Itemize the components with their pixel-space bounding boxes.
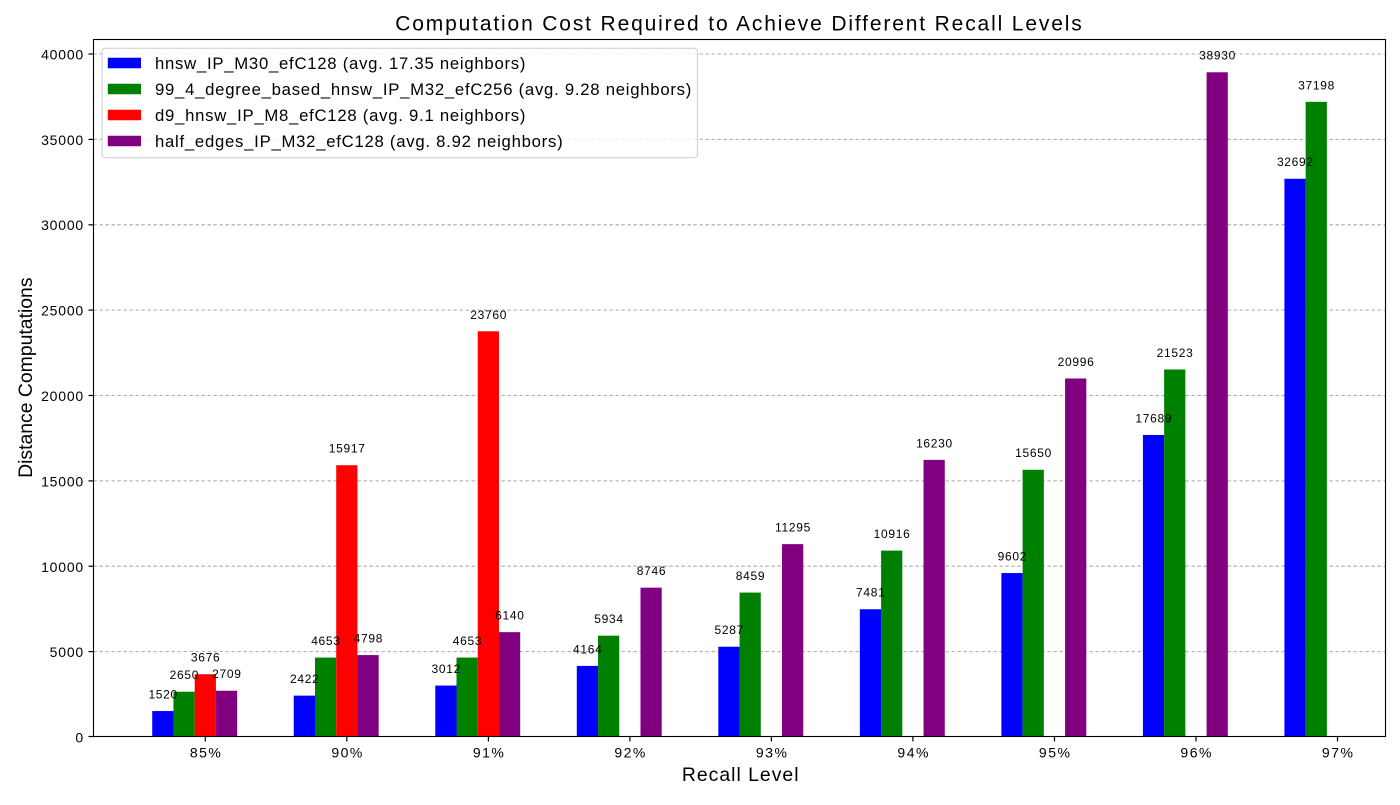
svg-text:16230: 16230	[916, 436, 953, 450]
svg-text:6140: 6140	[495, 609, 525, 623]
svg-text:half_edges_IP_M32_efC128 (avg.: half_edges_IP_M32_efC128 (avg. 8.92 neig…	[155, 132, 563, 151]
svg-text:Distance Computations: Distance Computations	[15, 277, 37, 477]
svg-text:5287: 5287	[715, 623, 745, 637]
svg-text:0: 0	[75, 730, 84, 746]
svg-text:10916: 10916	[874, 527, 911, 541]
svg-text:Recall Level: Recall Level	[682, 764, 800, 786]
svg-text:4653: 4653	[311, 634, 341, 648]
svg-text:15650: 15650	[1015, 446, 1052, 460]
svg-text:20000: 20000	[41, 388, 84, 404]
svg-text:40000: 40000	[41, 47, 84, 63]
svg-text:4653: 4653	[453, 634, 483, 648]
svg-text:15000: 15000	[41, 473, 84, 489]
svg-text:85%: 85%	[190, 744, 223, 760]
svg-text:20996: 20996	[1058, 355, 1095, 369]
svg-text:95%: 95%	[1039, 744, 1072, 760]
svg-text:97%: 97%	[1322, 744, 1355, 760]
svg-text:10000: 10000	[41, 559, 84, 575]
svg-text:17689: 17689	[1135, 411, 1172, 425]
svg-text:23760: 23760	[470, 308, 507, 322]
svg-text:Computation Cost Required to A: Computation Cost Required to Achieve Dif…	[395, 12, 1083, 35]
svg-text:7481: 7481	[856, 586, 886, 600]
svg-text:15917: 15917	[329, 442, 366, 456]
svg-text:35000: 35000	[41, 132, 84, 148]
svg-text:25000: 25000	[41, 303, 84, 319]
svg-text:11295: 11295	[775, 521, 811, 535]
svg-text:2422: 2422	[290, 672, 320, 686]
svg-text:4164: 4164	[573, 642, 603, 656]
svg-text:2709: 2709	[212, 667, 242, 681]
svg-text:2650: 2650	[170, 668, 200, 682]
svg-text:1520: 1520	[148, 688, 178, 702]
svg-text:99_4_degree_based_hnsw_IP_M32_: 99_4_degree_based_hnsw_IP_M32_efC256 (av…	[155, 80, 692, 99]
svg-text:32692: 32692	[1277, 155, 1314, 169]
svg-text:8746: 8746	[637, 564, 667, 578]
svg-text:4798: 4798	[354, 632, 384, 646]
svg-text:94%: 94%	[897, 744, 930, 760]
svg-text:96%: 96%	[1180, 744, 1213, 760]
svg-text:30000: 30000	[41, 217, 84, 233]
svg-text:90%: 90%	[331, 744, 364, 760]
svg-text:37198: 37198	[1298, 78, 1335, 92]
svg-text:5934: 5934	[594, 612, 624, 626]
svg-text:5000: 5000	[50, 644, 84, 660]
svg-text:3012: 3012	[431, 662, 461, 676]
svg-text:91%: 91%	[473, 744, 506, 760]
svg-text:93%: 93%	[756, 744, 789, 760]
svg-text:3676: 3676	[191, 651, 221, 665]
svg-text:d9_hnsw_IP_M8_efC128 (avg. 9.1: d9_hnsw_IP_M8_efC128 (avg. 9.1 neighbors…	[155, 106, 526, 125]
svg-text:92%: 92%	[614, 744, 647, 760]
svg-text:21523: 21523	[1157, 346, 1194, 360]
svg-text:38930: 38930	[1199, 49, 1236, 63]
svg-text:8459: 8459	[736, 569, 766, 583]
svg-text:hnsw_IP_M30_efC128 (avg. 17.35: hnsw_IP_M30_efC128 (avg. 17.35 neighbors…	[155, 54, 526, 73]
svg-text:9602: 9602	[998, 550, 1028, 564]
